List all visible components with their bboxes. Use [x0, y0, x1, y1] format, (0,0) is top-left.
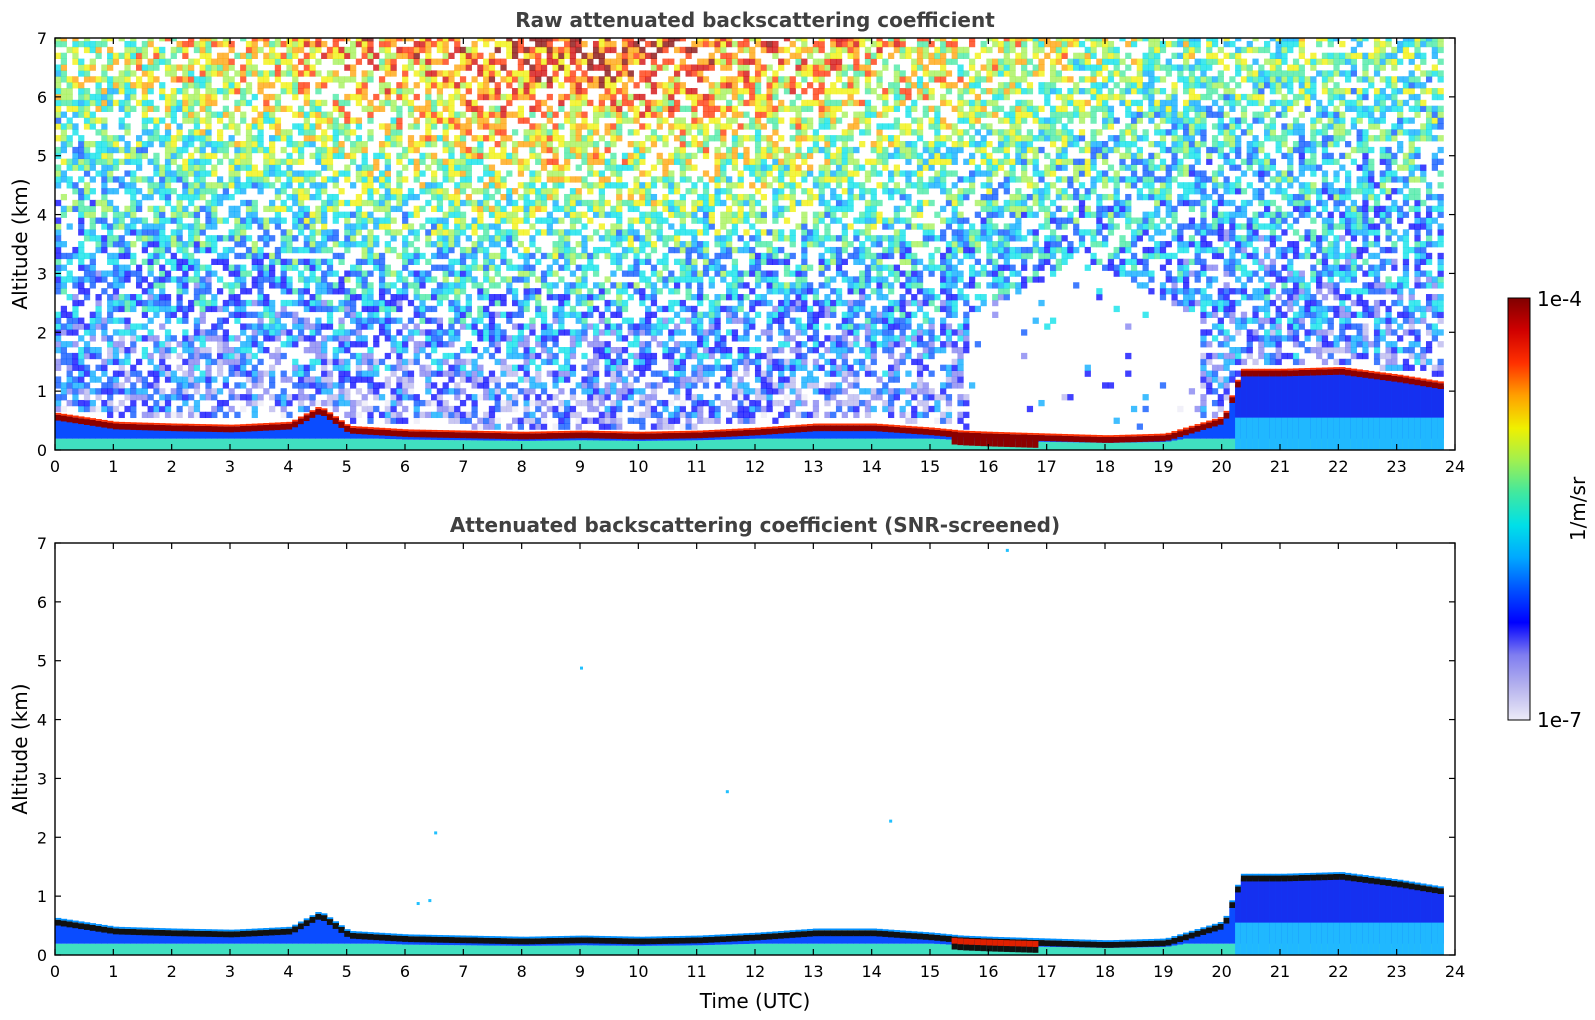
x-tick-label: 14 — [861, 962, 881, 981]
x-tick-label: 18 — [1095, 962, 1115, 981]
panel-screened-y-ticks: 0 1 2 3 4 5 6 7 — [37, 534, 1455, 965]
x-tick-label: 13 — [803, 962, 823, 981]
x-tick-label: 15 — [920, 962, 940, 981]
panel-raw-y-label: Altitude (km) — [8, 178, 32, 309]
x-tick-label: 13 — [803, 457, 823, 476]
raw-noise-field — [55, 38, 1444, 430]
y-tick-label: 7 — [37, 29, 47, 48]
x-tick-label: 0 — [50, 962, 60, 981]
x-tick-label: 16 — [978, 962, 998, 981]
x-tick-label: 18 — [1095, 457, 1115, 476]
x-tick-label: 24 — [1445, 962, 1465, 981]
colorbar-max-label: 1e-4 — [1537, 287, 1582, 311]
x-tick-label: 9 — [575, 457, 585, 476]
x-tick-label: 4 — [283, 962, 293, 981]
y-tick-label: 1 — [37, 887, 47, 906]
x-tick-label: 23 — [1386, 457, 1406, 476]
panel-screened-title: Attenuated backscattering coefficient (S… — [450, 513, 1060, 537]
screened-specks — [416, 548, 1009, 906]
x-tick-label: 6 — [400, 457, 410, 476]
x-tick-label: 22 — [1328, 962, 1348, 981]
y-tick-label: 2 — [37, 828, 47, 847]
colorbar: 1e-4 1e-7 1/m/sr — [1507, 287, 1590, 732]
x-tick-label: 3 — [225, 457, 235, 476]
x-tick-label: 11 — [686, 962, 706, 981]
y-tick-label: 6 — [37, 88, 47, 107]
y-tick-label: 0 — [37, 946, 47, 965]
x-tick-label: 4 — [283, 457, 293, 476]
y-tick-label: 1 — [37, 382, 47, 401]
y-tick-label: 5 — [37, 147, 47, 166]
x-tick-label: 14 — [861, 457, 881, 476]
panel-screened-x-ticks: 0 1 2 3 4 5 6 7 8 9 10 11 12 13 14 15 16 17 18 19 20 21 22 23 24 — [50, 543, 1465, 981]
x-tick-label: 16 — [978, 457, 998, 476]
x-tick-label: 9 — [575, 962, 585, 981]
x-tick-label: 12 — [745, 457, 765, 476]
y-tick-label: 3 — [37, 264, 47, 283]
y-tick-label: 0 — [37, 441, 47, 460]
colorbar-unit-label: 1/m/sr — [1566, 476, 1590, 541]
y-tick-label: 5 — [37, 652, 47, 671]
x-tick-label: 3 — [225, 962, 235, 981]
x-tick-label: 20 — [1211, 457, 1231, 476]
x-tick-label: 24 — [1445, 457, 1465, 476]
boundary-layer-screened — [55, 872, 1444, 955]
x-tick-label: 2 — [167, 457, 177, 476]
x-tick-label: 17 — [1036, 962, 1056, 981]
x-tick-label: 11 — [686, 457, 706, 476]
boundary-layer-raw — [55, 367, 1444, 450]
x-tick-label: 0 — [50, 457, 60, 476]
x-tick-label: 17 — [1036, 457, 1056, 476]
x-tick-label: 19 — [1153, 457, 1173, 476]
y-tick-label: 6 — [37, 593, 47, 612]
x-tick-label: 21 — [1270, 457, 1290, 476]
x-tick-label: 7 — [458, 962, 468, 981]
colorbar-bar — [1507, 297, 1531, 721]
panel-screened: Attenuated backscattering coefficient (S… — [8, 513, 1465, 1013]
colorbar-min-label: 1e-7 — [1537, 708, 1582, 732]
panel-raw-plot-area — [55, 38, 1444, 450]
panel-raw-x-ticks: 0 1 2 3 4 5 6 7 8 9 10 11 12 13 14 15 16 17 18 19 20 21 22 23 24 — [50, 38, 1465, 476]
x-tick-label: 22 — [1328, 457, 1348, 476]
x-tick-label: 8 — [517, 457, 527, 476]
y-tick-label: 2 — [37, 323, 47, 342]
y-tick-label: 3 — [37, 769, 47, 788]
panel-raw: Raw attenuated backscattering coefficien… — [8, 8, 1465, 476]
x-tick-label: 2 — [167, 962, 177, 981]
x-tick-label: 8 — [517, 962, 527, 981]
panel-raw-y-ticks: 0 1 2 3 4 5 6 7 — [37, 29, 1455, 460]
x-tick-label: 10 — [628, 962, 648, 981]
x-tick-label: 5 — [342, 457, 352, 476]
x-tick-label: 1 — [108, 457, 118, 476]
y-tick-label: 4 — [37, 206, 47, 225]
x-tick-label: 7 — [458, 457, 468, 476]
y-tick-label: 4 — [37, 711, 47, 730]
x-tick-label: 23 — [1386, 962, 1406, 981]
panel-raw-title: Raw attenuated backscattering coefficien… — [515, 8, 995, 32]
x-tick-label: 10 — [628, 457, 648, 476]
x-tick-label: 15 — [920, 457, 940, 476]
x-tick-label: 12 — [745, 962, 765, 981]
panel-screened-y-label: Altitude (km) — [8, 683, 32, 814]
x-tick-label: 21 — [1270, 962, 1290, 981]
x-tick-label: 6 — [400, 962, 410, 981]
x-tick-label: 19 — [1153, 962, 1173, 981]
x-tick-label: 20 — [1211, 962, 1231, 981]
x-axis-label: Time (UTC) — [699, 989, 811, 1013]
x-tick-label: 5 — [342, 962, 352, 981]
y-tick-label: 7 — [37, 534, 47, 553]
panel-screened-plot-area — [55, 548, 1444, 955]
x-tick-label: 1 — [108, 962, 118, 981]
